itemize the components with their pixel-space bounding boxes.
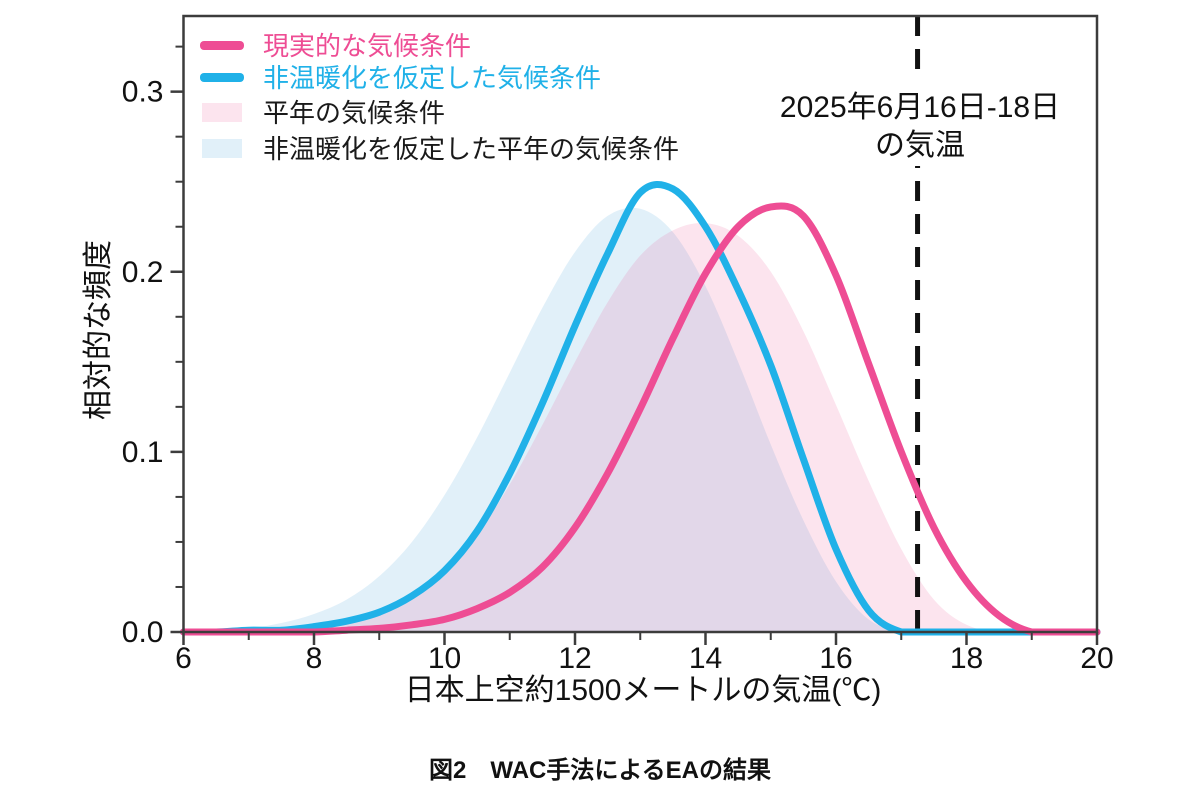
y-axis-label: 相対的な頻度 xyxy=(82,240,115,420)
y-tick-label: 0.3 xyxy=(122,76,164,109)
legend: 現実的な気候条件 非温暖化を仮定した気候条件 平年の気候条件 非温暖化を仮定した… xyxy=(200,31,679,164)
annotation-label-line1: 2025年6月16日-18日 xyxy=(780,91,1060,124)
curve-現実的な気候条件 xyxy=(180,202,1101,636)
legend-swatch-nowarming-normal-fill xyxy=(202,139,242,158)
y-tick-label: 0.1 xyxy=(122,436,164,469)
legend-label-realistic: 現実的な気候条件 xyxy=(263,31,471,61)
chart: 2025年6月16日-18日 の気温 6 8 10 12 14 16 18 20 0.0 0.1 0… xyxy=(82,14,1114,707)
plot-border xyxy=(182,14,1099,634)
legend-label-normal: 平年の気候条件 xyxy=(263,98,445,128)
x-tick-label: 20 xyxy=(1080,642,1113,675)
legend-swatch-realistic-line xyxy=(200,41,244,50)
x-tick-label: 8 xyxy=(306,642,323,675)
x-tick-label: 6 xyxy=(175,642,192,675)
observed-temperature-annotation: 2025年6月16日-18日 の気温 xyxy=(752,16,1088,632)
x-tick-label: 16 xyxy=(819,642,852,675)
x-tick-label: 10 xyxy=(428,642,461,675)
x-tick-label: 18 xyxy=(950,642,983,675)
legend-swatch-nowarming-line xyxy=(200,73,244,82)
figure-caption: 図2 WAC手法によるEAの結果 xyxy=(429,757,771,784)
axis-ticks-and-labels: 6 8 10 12 14 16 18 20 0.0 0.1 0.2 0.3 xyxy=(122,45,1114,675)
area-非温暖化を仮定した平年の気候条件 xyxy=(183,207,1097,632)
annotation-label-line2: の気温 xyxy=(875,129,965,162)
legend-label-nowarming-normal: 非温暖化を仮定した平年の気候条件 xyxy=(263,134,679,164)
x-axis-label: 日本上空約1500メートルの気温(℃) xyxy=(405,674,882,707)
y-tick-label: 0.2 xyxy=(122,256,164,289)
x-tick-label: 14 xyxy=(689,642,722,675)
annotation-label-background xyxy=(752,78,1088,166)
legend-swatch-normal-fill xyxy=(202,103,242,122)
distribution-fills xyxy=(183,207,1097,632)
legend-label-nowarming: 非温暖化を仮定した気候条件 xyxy=(263,63,601,93)
y-tick-label: 0.0 xyxy=(122,616,164,649)
area-平年の気候条件 xyxy=(183,222,1097,632)
x-tick-label: 12 xyxy=(558,642,591,675)
